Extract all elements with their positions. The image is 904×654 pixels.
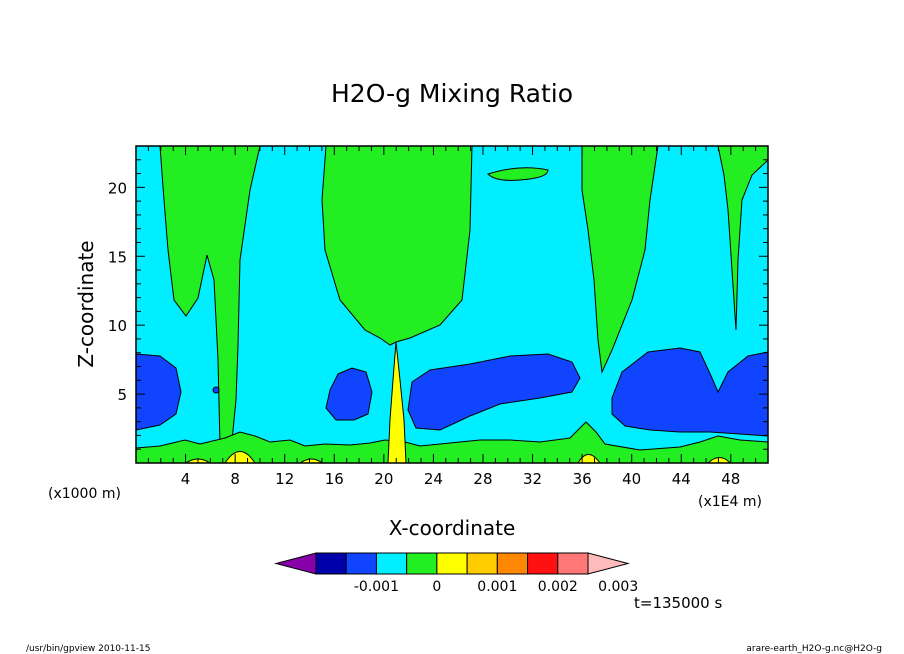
blue-region-center-left: [325, 367, 373, 421]
x-tick-label: 44: [672, 470, 691, 488]
x-tick-label: 24: [424, 470, 443, 488]
x-tick-label: 36: [573, 470, 592, 488]
blue-region-center-right: [407, 353, 581, 431]
x-tick-label: 48: [721, 470, 740, 488]
x-tick-label: 28: [473, 470, 492, 488]
x-tick-label: 4: [181, 470, 191, 488]
colorbar-tick-labels: -0.001 0 0.001 0.002 0.003: [354, 579, 638, 595]
chart-title: H2O-g Mixing Ratio: [331, 79, 573, 108]
x-tick-label: 8: [230, 470, 240, 488]
colorbar-tick-label: 0: [432, 579, 441, 595]
colorbar-swatch: [375, 552, 408, 575]
footer-right: arare-earth_H2O-g.nc@H2O-g: [746, 644, 882, 654]
colorbar-tick-label: 0.001: [477, 579, 517, 595]
x-tick-label: 20: [374, 470, 393, 488]
time-label: t=135000 s: [634, 594, 722, 612]
y-axis-ticks: 5 10 15 20: [108, 159, 768, 450]
colorbar-swatch: [527, 552, 559, 575]
colorbar-swatch: [557, 552, 589, 575]
x-axis-label: X-coordinate: [389, 516, 516, 540]
blue-dot: [212, 386, 220, 394]
colorbar-swatch: [315, 552, 347, 575]
yellow-region-center-spike: [387, 341, 407, 464]
y-axis-label: Z-coordinate: [74, 240, 98, 367]
y-tick-label: 5: [117, 386, 127, 404]
blue-region-left: [135, 353, 182, 431]
green-region-small-blob: [487, 167, 549, 181]
x-unit-label: (x1000 m): [48, 486, 121, 502]
colorbar-extend-low: [274, 552, 317, 575]
colorbar-swatch: [406, 552, 438, 575]
colorbar-extend-high: [587, 552, 630, 575]
colorbar-tick-label: 0.003: [598, 579, 638, 595]
green-region-right-plume: [581, 145, 659, 374]
colorbar-tick-label: -0.001: [354, 579, 399, 595]
colorbar-swatch: [496, 552, 529, 575]
green-region-bottom-band: [135, 421, 769, 464]
plot-area: [135, 145, 769, 464]
colorbar-swatch: [436, 552, 468, 575]
green-region-center-plume: [321, 145, 473, 346]
y-tick-label: 15: [108, 248, 127, 266]
x-axis-ticks: 4 8 12 16 20 24 28 32 36 40 44 48: [147, 146, 757, 488]
colorbar: [274, 552, 630, 575]
x-tick-label: 40: [622, 470, 641, 488]
blue-region-right: [611, 347, 769, 437]
y-tick-label: 20: [108, 179, 127, 197]
footer-left: /usr/bin/gpview 2010-11-15: [26, 644, 150, 654]
x-tick-label: 12: [275, 470, 294, 488]
x-tick-label: 16: [325, 470, 344, 488]
x-tick-label: 32: [523, 470, 542, 488]
colorbar-swatch: [345, 552, 377, 575]
green-region-left-plume: [159, 145, 261, 446]
colorbar-tick-label: 0.002: [538, 579, 578, 595]
plot-frame: [135, 145, 769, 464]
colorbar-swatch: [466, 552, 498, 575]
x-scale-label: (x1E4 m): [698, 494, 762, 510]
y-tick-label: 10: [108, 317, 127, 335]
